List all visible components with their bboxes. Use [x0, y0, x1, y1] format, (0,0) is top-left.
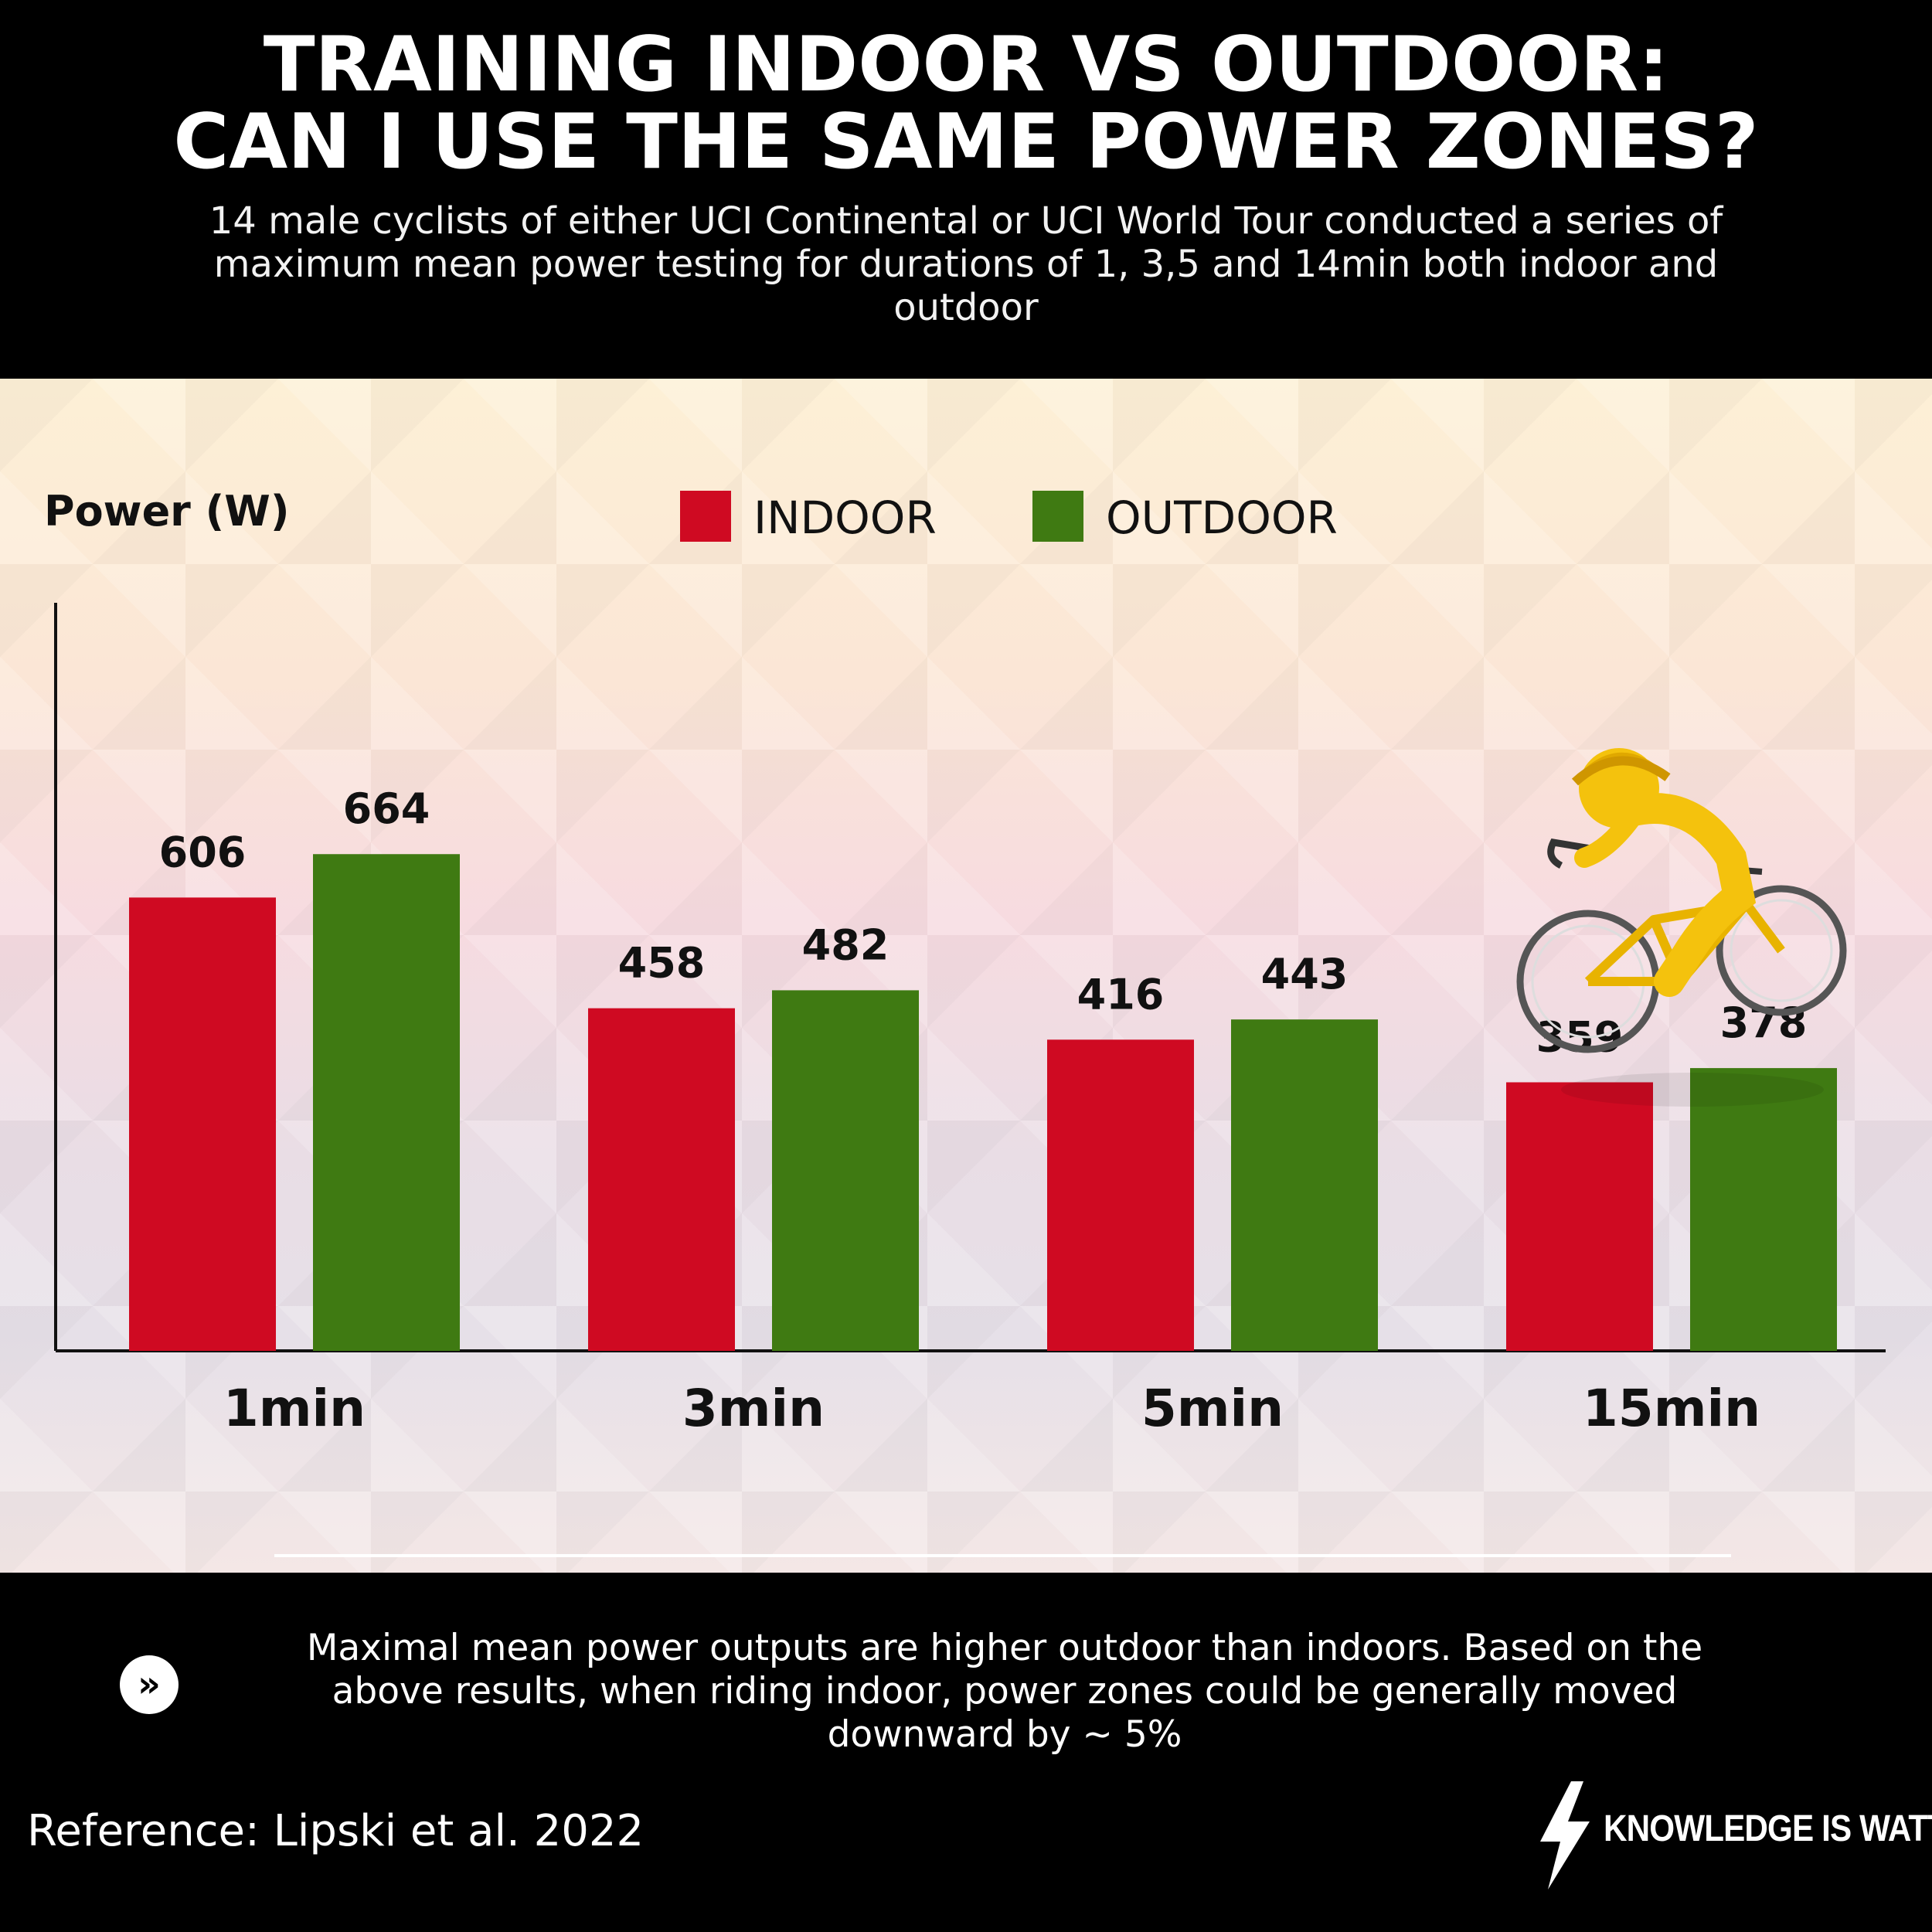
- bar-outdoor-15min: [1690, 1068, 1837, 1351]
- x-tick-label-3min: 3min: [682, 1379, 825, 1438]
- conclusion-text: Maximal mean power outputs are higher ou…: [306, 1627, 1703, 1756]
- brand-name: KNOWLEDGE IS WATT: [1604, 1808, 1932, 1849]
- x-tick-label-5min: 5min: [1141, 1379, 1284, 1438]
- chart-area: Power (W) INDOOR OUTDOOR 606 664 458 482 416 4…: [0, 379, 1932, 1573]
- cyclist-illustration: [1516, 748, 1847, 1107]
- reference-text: Reference: Lipski et al. 2022: [27, 1806, 645, 1856]
- bar-indoor-1min: [129, 897, 276, 1351]
- data-label-outdoor-3min: 482: [802, 920, 889, 969]
- legend-label-indoor: INDOOR: [753, 492, 937, 544]
- legend-label-outdoor: OUTDOOR: [1106, 492, 1338, 544]
- x-tick-labels: 1min 3min 5min 15min: [223, 1379, 1760, 1438]
- bar-outdoor-3min: [772, 990, 919, 1351]
- legend-swatch-outdoor: [1032, 491, 1083, 542]
- x-tick-label-1min: 1min: [223, 1379, 366, 1438]
- data-label-indoor-1min: 606: [159, 828, 247, 876]
- y-axis-label: Power (W): [44, 487, 290, 536]
- footer: » Maximal mean power outputs are higher …: [0, 1573, 1932, 1932]
- title-line-1: TRAINING INDOOR VS OUTDOOR:: [263, 21, 1669, 109]
- legend-swatch-indoor: [680, 491, 731, 542]
- double-chevron-right-icon: »: [120, 1655, 179, 1714]
- brand-logo: KNOWLEDGE IS WATT: [1534, 1781, 1932, 1889]
- bar-indoor-5min: [1047, 1039, 1194, 1351]
- bar-chart: Power (W) INDOOR OUTDOOR 606 664 458 482 416 4…: [44, 487, 1886, 1557]
- data-label-outdoor-5min: 443: [1261, 950, 1349, 998]
- data-label-outdoor-1min: 664: [343, 784, 430, 833]
- bar-indoor-15min: [1506, 1082, 1653, 1351]
- header: TRAINING INDOOR VS OUTDOOR: CAN I USE TH…: [0, 0, 1932, 379]
- page-title: TRAINING INDOOR VS OUTDOOR: CAN I USE TH…: [0, 26, 1932, 181]
- bar-outdoor-5min: [1231, 1019, 1378, 1351]
- data-label-indoor-3min: 458: [618, 939, 706, 988]
- legend: INDOOR OUTDOOR: [680, 491, 1338, 544]
- data-label-indoor-5min: 416: [1077, 970, 1165, 1019]
- bar-outdoor-1min: [313, 854, 460, 1351]
- title-line-2: CAN I USE THE SAME POWER ZONES?: [173, 98, 1759, 186]
- bar-indoor-3min: [588, 1008, 735, 1351]
- x-tick-label-15min: 15min: [1583, 1379, 1760, 1438]
- lightning-bolt-icon: [1540, 1781, 1590, 1889]
- subtitle: 14 male cyclists of either UCI Continent…: [209, 199, 1723, 329]
